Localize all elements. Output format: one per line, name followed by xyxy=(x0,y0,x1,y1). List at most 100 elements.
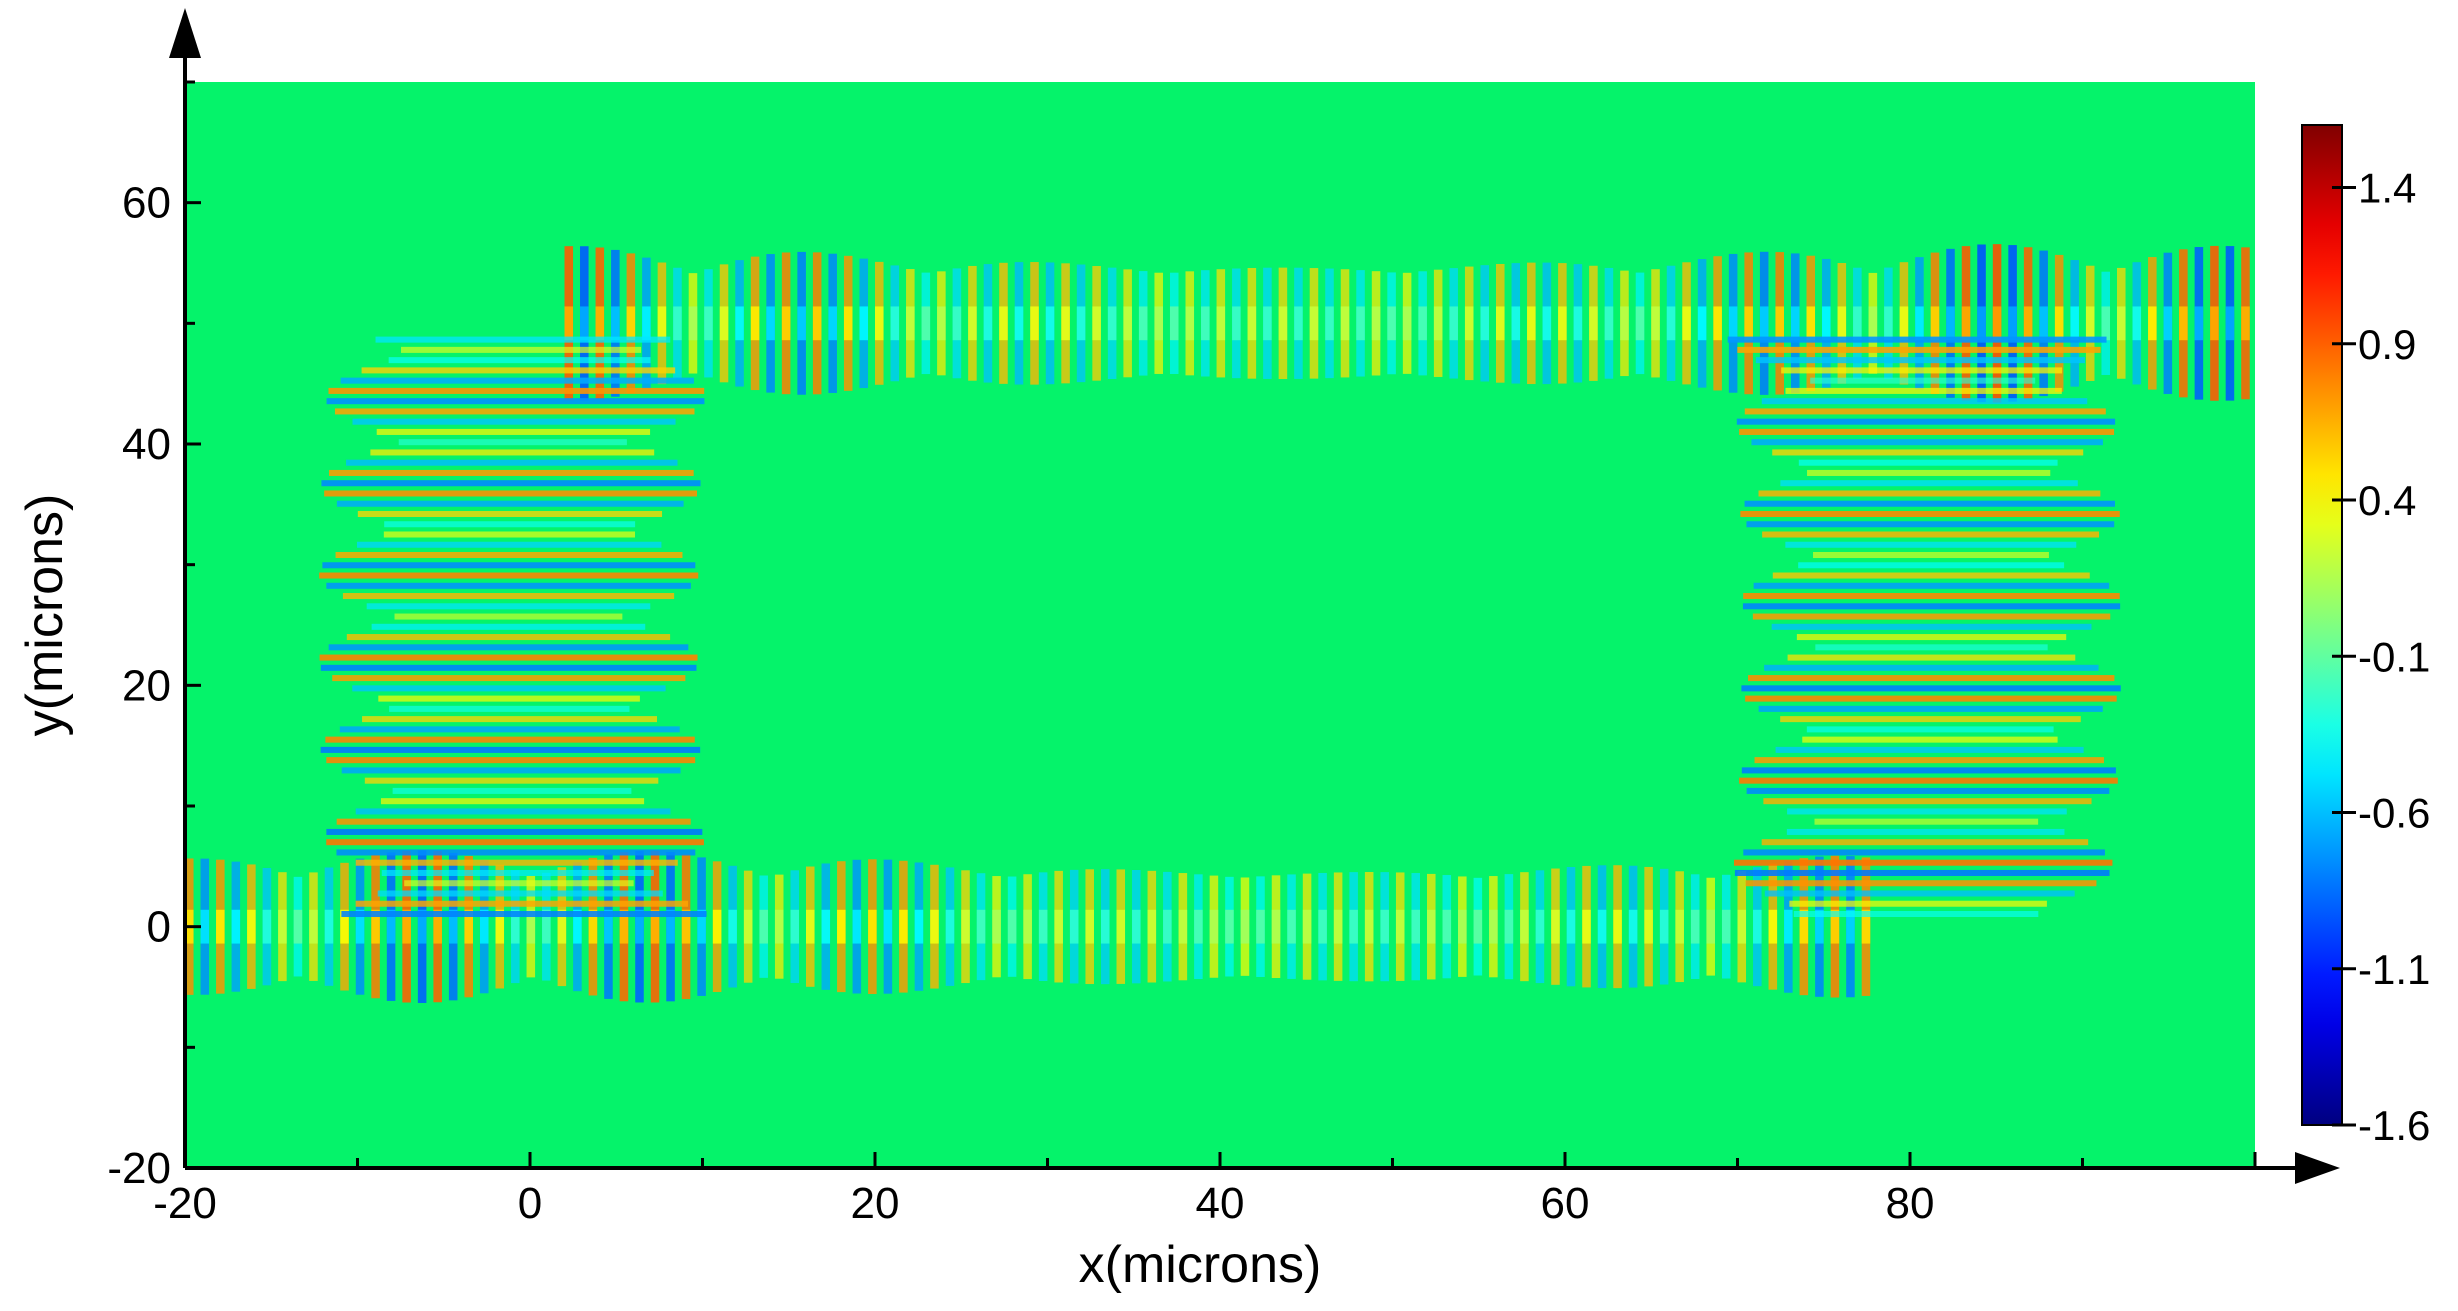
field-core xyxy=(1713,306,1722,341)
field-stripe xyxy=(364,777,659,784)
field-stripe xyxy=(1740,510,2120,518)
field-core xyxy=(1697,306,1707,341)
field-core xyxy=(2241,306,2250,341)
field-core xyxy=(1225,909,1234,944)
field-stripe xyxy=(1743,849,2105,856)
field-stripe xyxy=(320,746,701,753)
field-stripe xyxy=(326,757,696,764)
field-stripe xyxy=(383,531,636,538)
field-core xyxy=(1038,909,1048,944)
field-stripe xyxy=(377,890,663,897)
colorbar-tick-label: 1.4 xyxy=(2358,165,2416,212)
field-stripe xyxy=(1741,767,2116,774)
field-core xyxy=(1442,909,1452,944)
colorbar-tick-label: -0.1 xyxy=(2358,633,2430,680)
field-core xyxy=(1582,909,1591,944)
field-stripe xyxy=(1802,736,2058,743)
field-stripe xyxy=(1761,398,2088,405)
field-core xyxy=(704,306,713,341)
field-core xyxy=(1566,909,1576,944)
field-core xyxy=(1666,306,1676,341)
field-stripe xyxy=(356,541,662,548)
field-core xyxy=(1069,909,1079,944)
y-tick-label: 0 xyxy=(147,903,171,952)
field-core xyxy=(983,306,993,341)
field-stripe xyxy=(1745,880,2097,887)
field-stripe xyxy=(1758,705,2103,712)
field-core xyxy=(1194,909,1203,944)
field-core xyxy=(1340,306,1350,341)
field-core xyxy=(1915,306,1924,341)
field-core xyxy=(1620,306,1629,341)
field-core xyxy=(1682,306,1691,341)
field-core xyxy=(200,909,210,944)
field-stripe xyxy=(355,859,678,866)
field-core xyxy=(1837,306,1847,341)
field-core xyxy=(611,306,620,341)
field-stripe xyxy=(401,346,642,353)
field-core xyxy=(2054,306,2064,341)
field-core xyxy=(821,909,831,944)
field-core xyxy=(1558,306,1567,341)
field-core xyxy=(1294,306,1303,341)
field-stripe xyxy=(336,500,684,507)
field-stripe xyxy=(1780,716,2081,723)
field-stripe xyxy=(1798,459,2058,466)
field-core xyxy=(961,909,970,944)
field-core xyxy=(2085,306,2095,341)
field-core xyxy=(1473,909,1483,944)
field-core xyxy=(1930,306,1940,341)
field-stripe xyxy=(357,510,663,518)
field-core xyxy=(1728,306,1738,341)
field-core xyxy=(1775,306,1784,341)
field-core xyxy=(976,909,986,944)
field-core xyxy=(595,306,605,341)
field-core xyxy=(464,909,473,944)
field-stripe xyxy=(394,613,623,620)
field-stripe xyxy=(1745,695,2117,702)
field-stripe xyxy=(1753,582,2110,589)
field-core xyxy=(1427,909,1436,944)
field-stripe xyxy=(1796,634,2067,641)
field-core xyxy=(650,909,660,944)
field-stripe xyxy=(1751,439,2103,446)
field-core xyxy=(1287,909,1296,944)
field-core xyxy=(1100,909,1110,944)
field-core xyxy=(1806,306,1816,341)
field-stripe xyxy=(1815,644,2048,651)
field-core xyxy=(1209,909,1219,944)
field-core xyxy=(743,909,753,944)
field-core xyxy=(1690,909,1700,944)
field-core xyxy=(1449,306,1458,341)
field-core xyxy=(2210,306,2219,341)
field-core xyxy=(1387,306,1396,341)
field-core xyxy=(837,909,846,944)
field-core xyxy=(1946,306,1955,341)
field-stripe xyxy=(1755,357,2085,364)
field-stripe xyxy=(335,551,683,559)
field-core xyxy=(790,909,800,944)
field-core xyxy=(1433,306,1443,341)
field-stripe xyxy=(342,593,675,600)
field-stripe xyxy=(376,428,651,435)
field-core xyxy=(564,306,574,341)
field-core xyxy=(1790,306,1800,341)
field-stripe xyxy=(1786,828,2065,835)
field-core xyxy=(1232,306,1241,341)
field-core xyxy=(1504,909,1514,944)
field-core xyxy=(386,909,396,944)
field-stripe xyxy=(1762,531,2100,538)
field-stripe xyxy=(1781,367,2063,374)
field-stripe xyxy=(1761,839,2089,846)
field-stripe xyxy=(378,695,640,702)
field-stripe xyxy=(1780,480,2078,487)
field-core xyxy=(2132,306,2142,341)
field-core xyxy=(1846,909,1855,944)
field-core xyxy=(511,909,520,944)
field-core xyxy=(247,909,256,944)
field-core xyxy=(712,909,722,944)
field-core xyxy=(1333,909,1343,944)
field-stripe xyxy=(1741,685,2121,692)
field-stripe xyxy=(1789,900,2047,907)
